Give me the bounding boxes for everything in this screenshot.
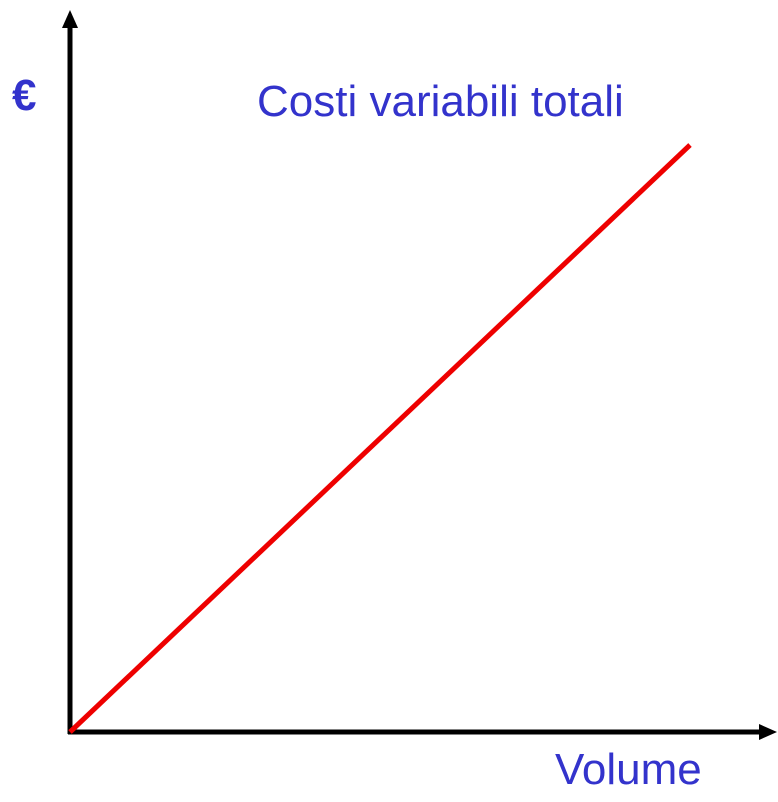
y-axis-label: €: [12, 71, 36, 120]
x-axis-label: Volume: [555, 745, 702, 794]
cost-line: [68, 143, 692, 734]
y-axis-arrow: [62, 10, 78, 28]
line-label: Costi variabili totali: [257, 77, 624, 126]
x-axis-arrow: [759, 724, 777, 740]
